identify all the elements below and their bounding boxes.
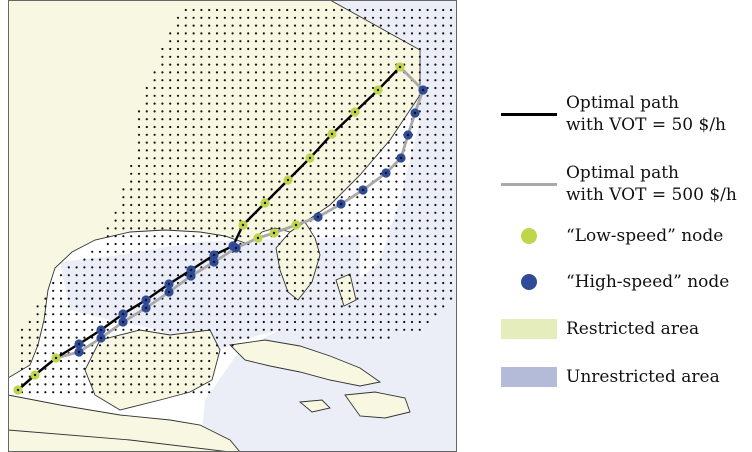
legend-restricted: Restricted area — [500, 318, 699, 340]
legend-path-vot-500-label: Optimal path with VOT = 500 $/h — [566, 163, 737, 205]
yucatan — [84, 329, 221, 411]
legend-low-speed-label: “Low-speed” node — [566, 226, 724, 246]
legend-path-vot-50: Optimal path with VOT = 50 $/h — [500, 92, 726, 136]
grid-dots — [20, 8, 453, 394]
legend-black-line — [501, 112, 557, 116]
path-nodes — [13, 62, 428, 395]
legend-gray-line — [501, 182, 557, 186]
legend-restricted-label: Restricted area — [566, 319, 700, 339]
jamaica — [298, 399, 331, 413]
low-speed-node-icon — [521, 228, 537, 244]
legend-path-vot-50-label: Optimal path with VOT = 50 $/h — [566, 93, 727, 135]
legend-unrestricted-label: Unrestricted area — [566, 367, 720, 387]
legend-high-speed: “High-speed” node — [500, 271, 729, 293]
unrestricted-swatch — [501, 367, 557, 387]
legend-unrestricted: Unrestricted area — [500, 366, 720, 388]
high-speed-node-icon — [521, 274, 537, 290]
legend-path-vot-500: Optimal path with VOT = 500 $/h — [500, 162, 737, 206]
hispaniola — [344, 391, 411, 419]
bahamas — [335, 273, 357, 307]
legend-high-speed-label: “High-speed” node — [566, 272, 730, 292]
route-map — [8, 0, 457, 452]
land-masses — [8, 0, 421, 452]
south-land — [8, 429, 231, 452]
florida — [275, 221, 321, 301]
legend-low-speed: “Low-speed” node — [500, 225, 723, 247]
cuba — [229, 339, 382, 387]
restricted-swatch — [501, 319, 557, 339]
